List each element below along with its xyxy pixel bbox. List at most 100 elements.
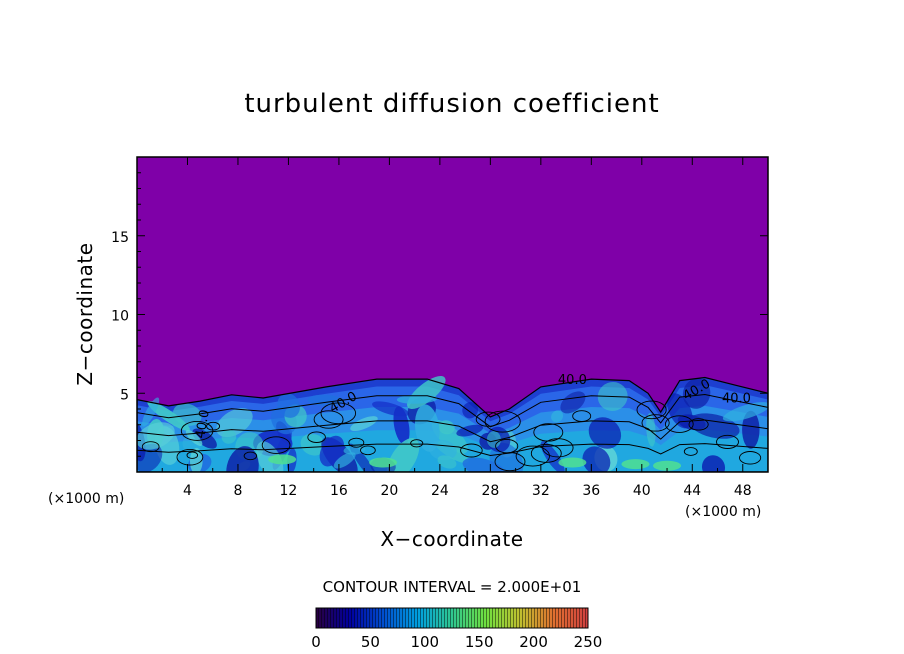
plot-area: 40.040.040.040.040.0 4 8 12 16 20 24 28 32 36 40 4… bbox=[111, 156, 769, 499]
contour-loop bbox=[683, 447, 698, 456]
contour-loop bbox=[313, 410, 344, 429]
eddy-patch bbox=[189, 447, 203, 472]
x-tick-label: 20 bbox=[380, 483, 398, 499]
eddy-patch bbox=[431, 419, 468, 454]
contour-line bbox=[137, 376, 768, 472]
colorbar-stripes bbox=[316, 608, 588, 628]
eddy-patch bbox=[540, 440, 565, 472]
eddy-patch bbox=[142, 397, 160, 427]
contour-loop bbox=[533, 423, 564, 442]
contour-loop bbox=[664, 415, 694, 433]
contour-loop bbox=[495, 438, 519, 454]
contour-loop bbox=[320, 402, 357, 425]
contour-loop bbox=[410, 439, 424, 448]
chart-title: turbulent diffusion coefficient bbox=[244, 89, 659, 119]
contour-loop bbox=[515, 445, 550, 467]
contour-lines bbox=[137, 376, 768, 472]
eddy-patch bbox=[588, 417, 622, 449]
eddy-patch bbox=[742, 410, 760, 449]
contour-loop bbox=[180, 420, 214, 441]
x-axis-ticks: 4 8 12 16 20 24 28 32 36 40 44 48 bbox=[161, 157, 752, 499]
eddy-patch bbox=[701, 455, 726, 472]
y-axis-ticks: 5 10 15 bbox=[111, 172, 768, 457]
eddy-patch bbox=[221, 429, 237, 444]
colorbar-tick-label: 200 bbox=[519, 633, 548, 651]
contour-loop bbox=[716, 434, 739, 449]
colorbar: 0 50 100 150 200 250 bbox=[311, 607, 602, 651]
contour-loop bbox=[739, 451, 762, 465]
x-tick-label: 16 bbox=[330, 483, 348, 499]
contour-loop bbox=[688, 418, 709, 431]
contour-loop bbox=[176, 448, 204, 466]
colorbar-tick-label: 50 bbox=[361, 633, 380, 651]
colorbar-tick-label: 100 bbox=[410, 633, 439, 651]
x-tick-label: 40 bbox=[633, 483, 651, 499]
eddy-patch bbox=[437, 455, 457, 469]
colorbar-tick-label: 150 bbox=[465, 633, 494, 651]
high-value-patch bbox=[653, 460, 682, 471]
eddy-patch bbox=[682, 378, 711, 409]
y-tick-label: 10 bbox=[111, 309, 129, 325]
colorbar-ticks: 0 50 100 150 200 250 bbox=[311, 633, 602, 651]
eddy-patch bbox=[350, 416, 378, 432]
x-tick-label: 24 bbox=[431, 483, 449, 499]
eddy-patch bbox=[372, 401, 409, 417]
x-tick-label: 12 bbox=[280, 483, 298, 499]
eddy-patch bbox=[396, 394, 438, 404]
contour-loop bbox=[360, 445, 376, 456]
eddy-patch bbox=[462, 457, 505, 472]
y-tick-label: 5 bbox=[120, 387, 129, 403]
x-unit-right: (×1000 m) bbox=[685, 504, 761, 520]
eddy-patch bbox=[646, 413, 656, 447]
eddy-patch bbox=[486, 431, 501, 448]
contour-loop bbox=[484, 410, 521, 433]
contour-interval-text: CONTOUR INTERVAL = 2.000E+01 bbox=[323, 578, 582, 596]
y-axis-label: Z−coordinate bbox=[73, 242, 97, 385]
contour-loop bbox=[261, 436, 291, 454]
contour-loop bbox=[243, 451, 258, 461]
x-tick-label: 28 bbox=[481, 483, 499, 499]
eddy-patch bbox=[414, 404, 440, 452]
eddy-patch bbox=[173, 403, 202, 426]
x-tick-label: 8 bbox=[233, 483, 242, 499]
contour-loop bbox=[348, 437, 365, 448]
eddy-patch bbox=[226, 446, 259, 472]
high-value-patch bbox=[558, 457, 587, 468]
eddy-patch bbox=[300, 433, 326, 456]
x-axis-label: X−coordinate bbox=[380, 527, 523, 551]
eddy-patch bbox=[147, 401, 190, 431]
contour-loop bbox=[307, 431, 326, 443]
x-tick-label: 4 bbox=[183, 483, 192, 499]
high-value-patch bbox=[621, 459, 650, 470]
contour-loop bbox=[641, 414, 670, 432]
contour-loop bbox=[636, 400, 667, 420]
contour-line bbox=[137, 419, 768, 472]
contour-loop bbox=[460, 443, 483, 458]
contour-label: 40.0 bbox=[558, 373, 587, 388]
high-value-patch bbox=[268, 454, 297, 465]
eddy-patch bbox=[722, 402, 768, 422]
eddy-patch bbox=[319, 435, 345, 467]
x-unit-left: (×1000 m) bbox=[48, 491, 124, 507]
colorbar-tick-label: 0 bbox=[311, 633, 321, 651]
x-tick-label: 48 bbox=[734, 483, 752, 499]
contour-loop bbox=[530, 443, 562, 463]
eddy-patch bbox=[277, 393, 300, 418]
high-value-patch bbox=[369, 457, 398, 468]
contour-label: 40.0 bbox=[193, 409, 213, 440]
x-tick-label: 36 bbox=[582, 483, 600, 499]
colorbar-tick-label: 250 bbox=[574, 633, 603, 651]
contour-loop bbox=[572, 410, 592, 422]
x-tick-label: 32 bbox=[532, 483, 550, 499]
x-tick-label: 44 bbox=[683, 483, 701, 499]
contour-line bbox=[137, 393, 768, 472]
eddy-patch bbox=[343, 445, 366, 455]
colorbar-frame bbox=[315, 607, 589, 629]
eddy-patch bbox=[551, 410, 564, 423]
contour-loop bbox=[141, 441, 160, 453]
contour-loop bbox=[186, 451, 199, 459]
contour-loop bbox=[475, 411, 501, 427]
y-tick-label: 15 bbox=[111, 230, 129, 246]
contour-label: 40.0 bbox=[722, 392, 751, 407]
